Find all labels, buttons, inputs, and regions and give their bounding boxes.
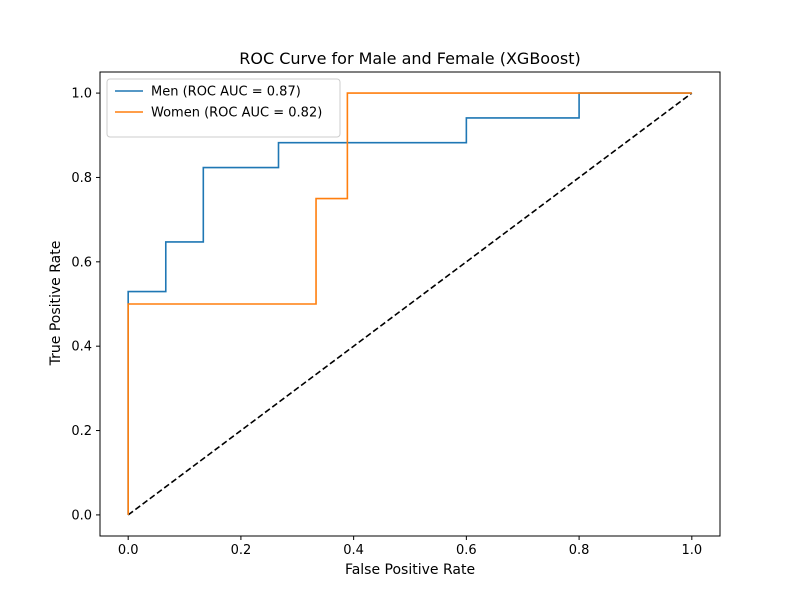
x-tick-label: 0.6 <box>456 543 477 558</box>
legend-box <box>106 78 341 138</box>
x-tick-label: 1.0 <box>681 543 702 558</box>
y-tick-label: 0.6 <box>71 255 92 270</box>
y-tick-label: 0.8 <box>71 171 92 186</box>
x-tick-label: 0.8 <box>569 543 590 558</box>
reference-diagonal-line <box>127 92 693 516</box>
plot-frame <box>99 71 721 537</box>
y-axis-ticks: 0.0 0.2 0.4 0.6 0.8 1.0 <box>71 87 100 523</box>
x-tick-label: 0.4 <box>343 543 364 558</box>
series-line-women <box>127 92 692 515</box>
x-tick-label: 0.2 <box>231 543 252 558</box>
legend: Men (ROC AUC = 0.87) Women (ROC AUC = 0.8… <box>106 78 341 138</box>
legend-label: Men (ROC AUC = 0.87) <box>151 85 301 100</box>
y-axis-label: True Positive Rate <box>48 241 64 367</box>
y-tick-label: 1.0 <box>71 87 92 102</box>
chart-title: ROC Curve for Male and Female (XGBoost) <box>239 49 580 68</box>
legend-label: Women (ROC AUC = 0.82) <box>151 106 322 121</box>
plot-lines <box>127 92 693 516</box>
series-line-men <box>127 92 692 515</box>
x-axis-label: False Positive Rate <box>345 562 475 578</box>
x-tick-label: 0.0 <box>118 543 139 558</box>
y-tick-label: 0.4 <box>71 340 92 355</box>
x-axis-ticks: 0.0 0.2 0.4 0.6 0.8 1.0 <box>118 536 702 558</box>
y-tick-label: 0.0 <box>71 508 92 523</box>
y-tick-label: 0.2 <box>71 424 92 439</box>
